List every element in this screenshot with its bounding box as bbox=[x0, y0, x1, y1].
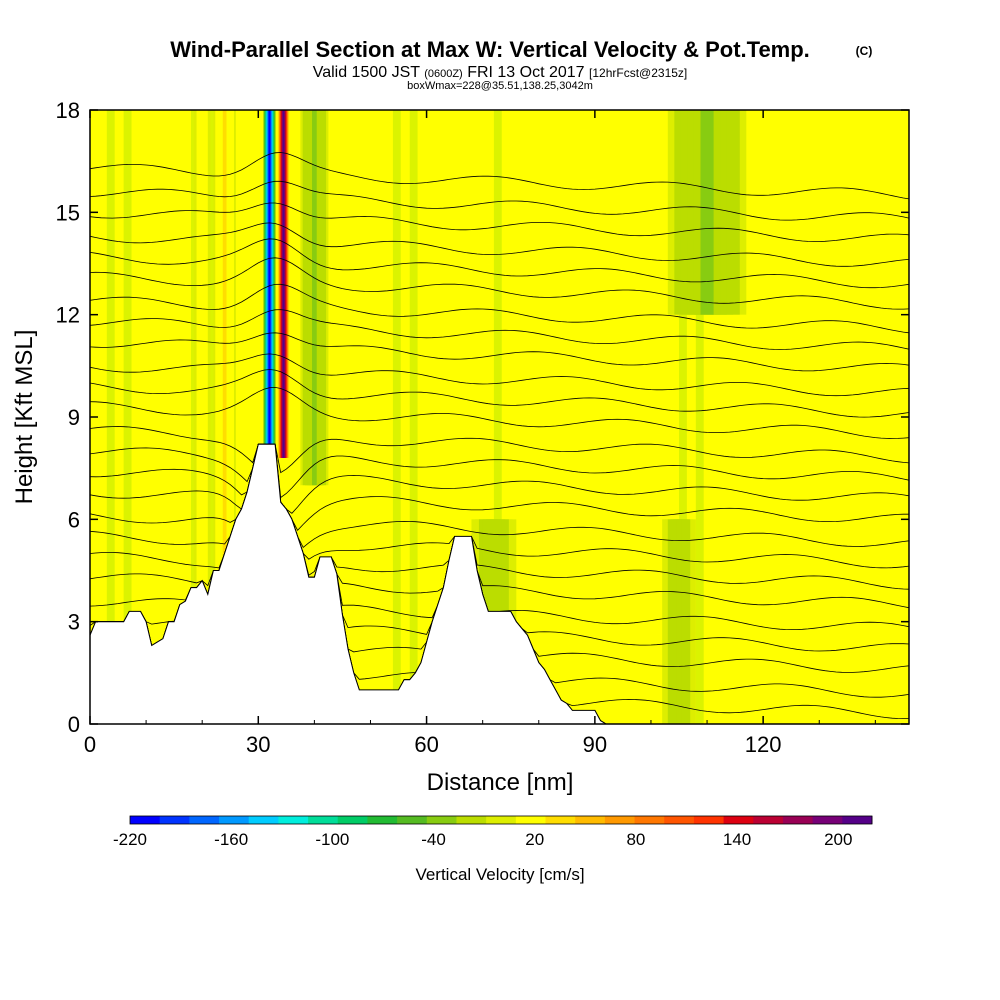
colorbar-tick-label: 20 bbox=[525, 830, 544, 849]
y-tick-label: 18 bbox=[56, 98, 80, 123]
theta-contour-40 bbox=[90, 426, 909, 474]
colorbar-swatch bbox=[634, 816, 665, 824]
colorbar-tick-label: 140 bbox=[723, 830, 751, 849]
subtitle-fcst: [12hrFcst@2315z] bbox=[589, 66, 687, 80]
chart-subtitle: Valid 1500 JST (0600Z) FRI 13 Oct 2017 [… bbox=[313, 64, 688, 81]
colorbar-label: Vertical Velocity [cm/s] bbox=[415, 865, 584, 884]
colorbar-swatch bbox=[397, 816, 428, 824]
y-tick-label: 3 bbox=[68, 610, 80, 635]
colorbar-swatch bbox=[723, 816, 754, 824]
colorbar-tick-label: -160 bbox=[214, 830, 248, 849]
chart-subtitle2: boxWmax=228@35.51,138.25,3042m bbox=[407, 80, 593, 92]
subtitle-z: (0600Z) bbox=[424, 68, 463, 80]
velocity-band bbox=[679, 110, 687, 724]
x-tick-label: 120 bbox=[745, 732, 782, 757]
subtitle-date: FRI 13 Oct 2017 bbox=[467, 64, 584, 81]
velocity-band bbox=[207, 110, 216, 724]
colorbar-swatch bbox=[130, 816, 161, 824]
colorbar-swatch bbox=[486, 816, 517, 824]
velocity-streak-4 bbox=[312, 110, 317, 486]
theta-contour-36 bbox=[90, 443, 909, 514]
theta-contour-64 bbox=[90, 152, 909, 200]
colorbar-swatch bbox=[278, 816, 309, 824]
y-axis-label: Height [Kft MSL] bbox=[11, 330, 38, 505]
colorbar-swatch bbox=[515, 816, 547, 824]
colorbar-frame bbox=[129, 815, 873, 825]
velocity-streak-5 bbox=[700, 110, 714, 315]
theta-contour-46 bbox=[90, 353, 909, 397]
theta-contour-56 bbox=[90, 238, 909, 289]
theta-contour-58 bbox=[90, 222, 909, 267]
chart-title: Wind-Parallel Section at Max W: Vertical… bbox=[170, 37, 810, 62]
x-tick-label: 90 bbox=[583, 732, 607, 757]
theta-contour-30 bbox=[90, 443, 909, 569]
velocity-field bbox=[106, 110, 747, 724]
colorbar-swatch bbox=[575, 816, 606, 824]
y-tick-label: 9 bbox=[68, 405, 80, 430]
colorbar-swatch bbox=[426, 816, 457, 824]
velocity-streak-0 bbox=[268, 110, 271, 458]
colorbar-tick-label: -100 bbox=[315, 830, 349, 849]
theta-contour-48 bbox=[90, 332, 909, 372]
theta-contour-52 bbox=[90, 283, 909, 334]
theta-contour-38 bbox=[90, 443, 909, 499]
velocity-streak-3 bbox=[200, 110, 204, 622]
chart-title-units: (C) bbox=[856, 44, 873, 58]
colorbar-tick-label: -220 bbox=[113, 830, 147, 849]
colorbar-swatch bbox=[782, 816, 814, 824]
colorbar-swatch bbox=[604, 816, 636, 824]
velocity-band bbox=[695, 110, 704, 724]
colorbar-swatch bbox=[664, 816, 695, 824]
theta-contour-34 bbox=[90, 443, 909, 531]
y-tick-label: 15 bbox=[56, 200, 80, 225]
colorbar-swatch bbox=[248, 816, 279, 824]
colorbar: -220 -160 -100 -40 20 80 140 200 bbox=[113, 815, 873, 849]
colorbar-swatch bbox=[693, 816, 725, 824]
x-axis-label: Distance [nm] bbox=[427, 769, 574, 796]
x-tick-label: 0 bbox=[84, 732, 96, 757]
velocity-band bbox=[392, 110, 401, 724]
colorbar-tick-label: 200 bbox=[824, 830, 852, 849]
colorbar-swatch bbox=[367, 816, 398, 824]
x-tick-label: 30 bbox=[246, 732, 270, 757]
colorbar-swatch bbox=[337, 816, 368, 824]
velocity-band bbox=[409, 110, 418, 724]
theta-contour-54 bbox=[90, 257, 909, 310]
theta-contour-42 bbox=[90, 386, 909, 439]
velocity-streak-2 bbox=[222, 110, 227, 622]
colorbar-swatch bbox=[812, 816, 843, 824]
theta-contour-32 bbox=[90, 443, 909, 549]
axes: 0 30 60 90 120 0 3 6 9 12 15 18 bbox=[56, 98, 909, 757]
velocity-band bbox=[493, 110, 502, 724]
colorbar-tick-label: 80 bbox=[626, 830, 645, 849]
colorbar-swatch bbox=[753, 816, 784, 824]
y-tick-label: 6 bbox=[68, 507, 80, 532]
colorbar-tick-label: -40 bbox=[421, 830, 446, 849]
y-tick-label: 12 bbox=[56, 303, 80, 328]
colorbar-swatch bbox=[189, 816, 220, 824]
colorbar-swatch bbox=[308, 816, 339, 824]
colorbar-swatch bbox=[159, 816, 190, 824]
terrain bbox=[90, 443, 909, 724]
theta-contour-62 bbox=[90, 180, 909, 221]
y-tick-label: 0 bbox=[68, 712, 80, 737]
velocity-band bbox=[123, 110, 132, 724]
colorbar-swatch bbox=[545, 816, 576, 824]
theta-contour-44 bbox=[90, 369, 909, 418]
colorbar-swatch bbox=[219, 816, 250, 824]
x-tick-label: 60 bbox=[414, 732, 438, 757]
velocity-streak-1 bbox=[282, 110, 285, 458]
theta-contour-50 bbox=[90, 309, 909, 350]
velocity-band bbox=[106, 110, 115, 724]
theta-contour-60 bbox=[90, 202, 909, 242]
colorbar-swatch bbox=[456, 816, 487, 824]
velocity-streak-7 bbox=[676, 519, 682, 724]
colorbar-swatch bbox=[842, 816, 873, 824]
subtitle-main: Valid 1500 JST bbox=[313, 64, 421, 81]
